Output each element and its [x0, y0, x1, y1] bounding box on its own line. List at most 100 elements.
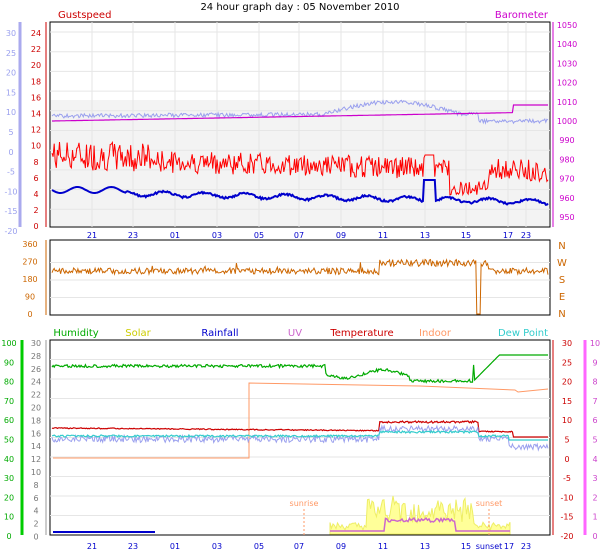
top-left-outer-tick: -10 — [4, 187, 17, 196]
mid-panel-frame — [49, 239, 551, 316]
bottom-left-outer-tick: 0 — [6, 532, 11, 541]
top-x-tick: 21 — [87, 231, 97, 240]
bottom-left-inner-tick: 24 — [31, 378, 41, 387]
top-left-inner-tick: 16 — [31, 93, 41, 102]
top-right-tick: 1050 — [557, 21, 577, 30]
top-left-inner-tick: 20 — [31, 61, 41, 70]
legend-rainfall: Rainfall — [201, 328, 238, 339]
bottom-left-inner-tick: 14 — [31, 442, 41, 451]
legend: Humidity Solar Rainfall UV Temperature Indoor… — [53, 328, 548, 339]
direction-label: W — [557, 258, 567, 269]
annotation-sunset: sunset — [476, 499, 503, 508]
bottom-right-pink-tick: 7 — [592, 397, 597, 406]
bottom-right-pink-tick: 10 — [590, 339, 600, 348]
bottom-left-inner-tick: 20 — [31, 404, 41, 413]
bottom-right-red-tick: -15 — [560, 513, 573, 522]
series-area-solar — [329, 495, 511, 535]
top-left-outer-tick: 20 — [6, 69, 16, 78]
top-left-inner-tick: 6 — [33, 174, 38, 183]
top-right-tick: 950 — [559, 213, 574, 222]
bottom-left-inner-tick: 12 — [31, 455, 41, 464]
bottom-left-outer-tick: 60 — [4, 416, 14, 425]
bottom-right-red-tick: 30 — [562, 339, 572, 348]
mid-left-tick: 360 — [22, 240, 37, 249]
bottom-left-inner-tick: 8 — [33, 481, 38, 490]
top-right-tick: 1030 — [557, 59, 577, 68]
bottom-x-tick: 03 — [212, 542, 222, 551]
chart-title: 24 hour graph day : 05 November 2010 — [200, 2, 399, 13]
bottom-right-red-tick: 10 — [562, 416, 572, 425]
top-left-inner-tick: 2 — [33, 206, 38, 215]
series-line-windspeed — [51, 179, 549, 206]
top-left-inner-tick: 22 — [31, 45, 41, 54]
top-right-tick: 990 — [559, 136, 574, 145]
direction-label: N — [558, 309, 565, 320]
legend-solar: Solar — [125, 328, 151, 339]
bottom-right-red-tick: 5 — [564, 436, 569, 445]
bottom-left-outer-tick: 50 — [4, 436, 14, 445]
bottom-left-inner-tick: 30 — [31, 339, 41, 348]
series-line-outer — [51, 99, 549, 125]
top-left-inner-tick: 24 — [31, 29, 41, 38]
bottom-left-outer-tick: 90 — [4, 358, 14, 367]
mid-series-group — [51, 258, 549, 315]
top-panel-frame — [49, 21, 551, 228]
bottom-left-inner-tick: 0 — [33, 533, 38, 542]
bottom-series-group — [51, 354, 549, 535]
bottom-annotations: sunrise sunset — [290, 499, 503, 535]
top-left-outer-tick: 15 — [6, 88, 16, 97]
top-x-tick: 23 — [128, 231, 138, 240]
bottom-right-red-tick: -10 — [560, 493, 573, 502]
legend-indoor: Indoor — [419, 328, 452, 339]
bottom-left-outer-tick: 100 — [1, 339, 16, 348]
top-x-tick: 01 — [170, 231, 180, 240]
bottom-left-outer-tick: 70 — [4, 397, 14, 406]
top-left-outer-ticks: 30 25 20 15 10 5 0 -5 -10 -15 -20 — [4, 29, 17, 236]
annotation-sunrise: sunrise — [290, 499, 319, 508]
bottom-left-outer-tick: 40 — [4, 455, 14, 464]
bottom-x-tick: 23 — [521, 542, 531, 551]
series-line-outer-lilac — [51, 424, 549, 452]
bottom-left-inner-tick: 28 — [31, 352, 41, 361]
bottom-x-tick: 09 — [336, 542, 346, 551]
top-left-inner-tick: 8 — [33, 158, 38, 167]
bottom-x-tick: 23 — [128, 542, 138, 551]
top-grid — [50, 22, 550, 227]
bottom-left-inner-tick: 22 — [31, 391, 41, 400]
legend-humidity: Humidity — [53, 328, 98, 339]
top-left-outer-tick: -15 — [4, 207, 17, 216]
series-line-uv — [330, 516, 510, 532]
top-x-tick: 05 — [254, 231, 264, 240]
top-right-tick: 960 — [559, 194, 574, 203]
top-left-inner-tick: 14 — [31, 110, 41, 119]
bottom-right-pink-tick: 2 — [592, 493, 597, 502]
bottom-x-ticks: 21 23 01 03 05 07 09 11 13 15 sunset 17 23 — [87, 542, 531, 551]
mid-left-ticks: 360 270 180 90 0 — [22, 240, 37, 319]
bottom-left-inner-tick: 4 — [33, 507, 38, 516]
series-line-humidity — [51, 354, 548, 384]
top-right-tick: 1040 — [557, 40, 577, 49]
top-right-ticks: 1050 1040 1030 1020 1010 1000 990 980 970 960 950 — [557, 21, 577, 222]
bottom-left-inner-tick: 10 — [31, 468, 41, 477]
bottom-x-tick: 11 — [378, 542, 388, 551]
top-left-outer-tick: -5 — [7, 168, 15, 177]
bottom-right-pink-tick: 1 — [592, 513, 597, 522]
bottom-x-tick: 05 — [254, 542, 264, 551]
bottom-x-tick: 21 — [87, 542, 97, 551]
bottom-x-tick: 13 — [420, 542, 430, 551]
bottom-x-tick: 15 — [461, 542, 471, 551]
top-x-tick: 09 — [336, 231, 346, 240]
mid-left-tick: 0 — [27, 310, 32, 319]
bottom-right-pink-tick: 0 — [592, 532, 597, 541]
top-series-group — [51, 99, 549, 206]
direction-label: S — [559, 275, 565, 286]
direction-label: N — [558, 241, 565, 252]
bottom-x-tick: 17 — [504, 542, 514, 551]
bottom-grid — [50, 359, 550, 516]
bottom-left-inner-tick: 26 — [31, 365, 41, 374]
top-right-tick: 1010 — [557, 98, 577, 107]
